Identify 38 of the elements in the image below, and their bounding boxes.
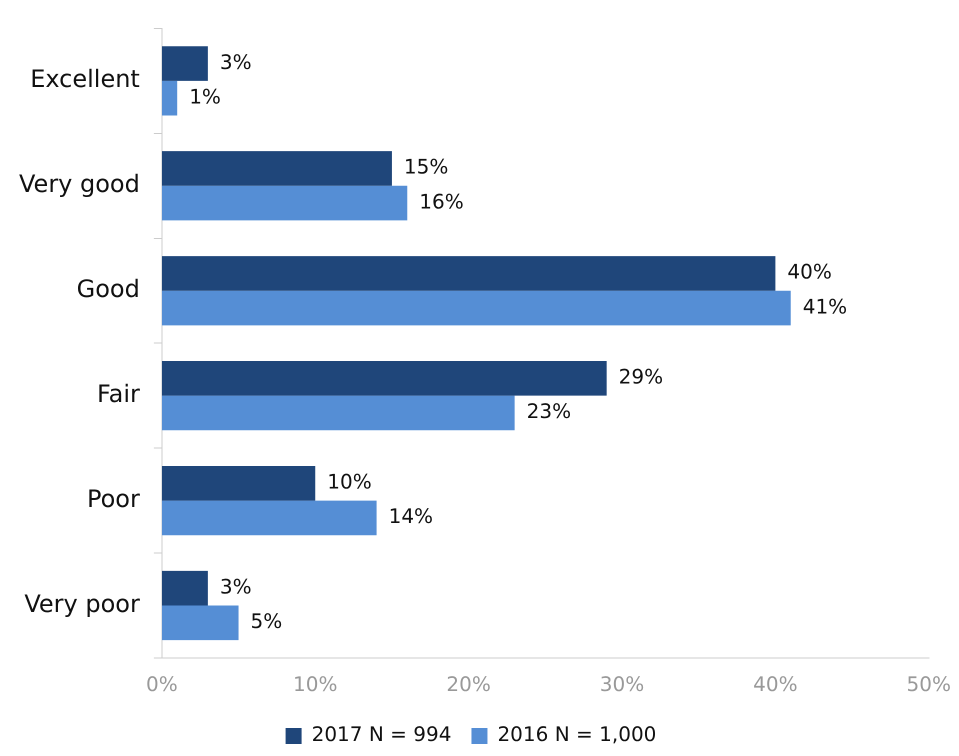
y-tick-label: Very poor [24,590,140,618]
x-tick-label: 10% [293,672,338,696]
bar [162,570,208,606]
bar [162,466,316,501]
data-label: 3% [220,574,252,598]
bar [162,151,392,186]
x-tick-label: 50% [906,672,951,696]
bar [162,80,178,116]
bar [162,606,239,640]
x-tick-label: 0% [146,672,178,696]
bar [162,361,607,396]
bar [162,500,377,536]
y-tick-label: Poor [86,484,140,513]
data-label: 5% [250,609,282,634]
y-tick-label: Excellent [30,65,140,94]
bar [162,186,408,220]
y-tick-label: Good [76,274,140,303]
data-label: 15% [404,154,448,179]
x-tick-label: 20% [446,672,491,696]
legend-label: 2016 N = 1,000 [497,722,656,746]
bar [162,290,791,326]
data-label: 40% [787,260,832,284]
data-label: 10% [327,469,372,494]
legend-label: 2017 N = 994 [312,722,452,746]
data-label: 3% [220,50,252,74]
bar [162,256,776,291]
y-tick-label: Fair [97,380,140,408]
bar [162,396,515,430]
y-tick-label: Very good [18,170,140,198]
bar [162,46,208,81]
x-tick-label: 40% [753,672,798,696]
data-label: 14% [388,504,434,528]
data-label: 1% [189,84,221,108]
x-tick-label: 30% [600,672,644,696]
data-label: 41% [802,294,848,318]
data-label: 29% [618,364,664,389]
data-label: 23% [526,399,572,424]
data-label: 16% [419,189,464,214]
